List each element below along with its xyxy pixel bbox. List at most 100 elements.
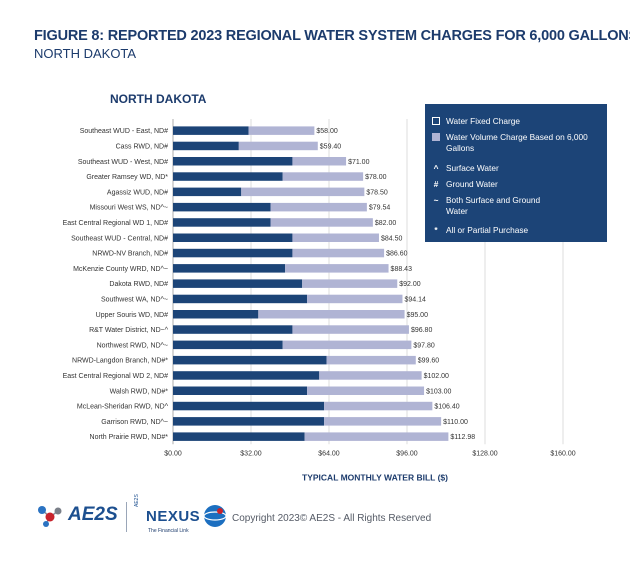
nexus-tagline: The Financial Link <box>148 528 189 534</box>
bar-fixed-charge <box>173 202 271 212</box>
bar-volume-charge <box>307 294 403 304</box>
category-label: North Prairie RWD, ND#* <box>90 434 169 441</box>
bar-total-label: $92.00 <box>399 281 421 288</box>
x-tick-label: $96.00 <box>396 450 418 457</box>
bar-total-label: $58.00 <box>316 128 338 135</box>
category-label: Southeast WUD - West, ND# <box>78 159 168 166</box>
legend-item-volume: Water Volume Charge Based on 6,000 Gallo… <box>432 132 592 153</box>
nexus-name: NEXUS <box>146 507 201 525</box>
bar-total-label: $95.00 <box>407 312 429 319</box>
bar-fixed-charge <box>173 264 286 273</box>
category-label: East Central Regional WD 2, ND# <box>63 373 169 380</box>
bar-volume-charge <box>292 248 385 258</box>
legend-item-ground: # Ground Water <box>432 179 498 190</box>
bar-volume-charge <box>292 157 347 166</box>
bar-total-label: $103.00 <box>426 388 451 395</box>
legend-symbol-both: ~ <box>433 195 439 205</box>
bar-volume-charge <box>258 310 405 319</box>
legend-symbol-ground: # <box>433 179 439 189</box>
bar-total-label: $78.00 <box>365 174 387 181</box>
bar-volume-charge <box>304 432 449 441</box>
x-tick-label: $64.00 <box>318 450 340 457</box>
copyright-text: Copyright 2023© AE2S - All Rights Reserv… <box>232 513 432 524</box>
bar-fixed-charge <box>173 325 293 334</box>
nexus-prefix: AE2S <box>134 494 140 507</box>
footer-divider <box>126 502 127 532</box>
category-label: Southeast WUD - East, ND# <box>80 128 168 135</box>
x-tick-label: $32.00 <box>240 450 262 457</box>
category-label: Agassiz WUD, ND# <box>107 189 168 196</box>
nexus-logo: AE2S NEXUS The Financial Link <box>134 494 227 534</box>
bar-fixed-charge <box>173 294 308 304</box>
chart-legend: Water Fixed Charge Water Volume Charge B… <box>425 104 607 242</box>
legend-item-both: ~ Both Surface and Ground Water <box>432 195 542 216</box>
chart-title: NORTH DAKOTA <box>110 92 207 106</box>
bar-volume-charge <box>326 355 416 365</box>
bar-fixed-charge <box>173 401 325 411</box>
bar-total-label: $86.60 <box>386 251 408 258</box>
bar-fixed-charge <box>173 218 271 227</box>
bar-fixed-charge <box>173 386 308 395</box>
category-label: McLean-Sheridan RWD, ND^ <box>77 404 169 411</box>
category-label: NRWD-Langdon Branch, ND#* <box>72 358 168 365</box>
bar-volume-charge <box>285 264 389 273</box>
bar-total-label: $79.54 <box>369 205 391 212</box>
bar-volume-charge <box>270 202 367 212</box>
bar-total-label: $112.98 <box>450 434 475 441</box>
category-label: NRWD-NV Branch, ND# <box>92 251 168 258</box>
bar-volume-charge <box>238 141 318 151</box>
bar-total-label: $94.14 <box>404 296 426 303</box>
legend-item-fixed: Water Fixed Charge <box>432 116 520 127</box>
bar-fixed-charge <box>173 248 293 258</box>
ae2s-logo: AE2S <box>34 502 118 528</box>
bar-volume-charge <box>282 340 412 350</box>
category-label: Southwest WA, ND^~ <box>101 296 168 303</box>
legend-swatch-fixed <box>432 117 440 125</box>
legend-item-surface: ^ Surface Water <box>432 163 499 174</box>
bar-fixed-charge <box>173 310 259 319</box>
bar-fixed-charge <box>173 172 283 181</box>
bar-fixed-charge <box>173 371 320 380</box>
bar-volume-charge <box>270 218 373 227</box>
category-label: Missouri West WS, ND^~ <box>90 205 168 212</box>
bar-total-label: $97.80 <box>413 342 435 349</box>
legend-symbol-surface: ^ <box>433 163 439 173</box>
figure-title: FIGURE 8: REPORTED 2023 REGIONAL WATER S… <box>34 28 630 44</box>
legend-item-purchase: * All or Partial Purchase <box>432 225 528 236</box>
category-label: Upper Souris WD, ND# <box>96 312 168 319</box>
bar-fixed-charge <box>173 157 293 166</box>
bar-total-label: $82.00 <box>375 220 397 227</box>
bar-total-label: $59.40 <box>320 143 342 150</box>
bar-volume-charge <box>302 279 398 288</box>
globe-icon <box>203 505 227 527</box>
bar-volume-charge <box>324 401 433 411</box>
molecule-icon <box>38 506 62 527</box>
legend-label-purchase: All or Partial Purchase <box>446 225 529 235</box>
legend-label-ground: Ground Water <box>446 179 498 189</box>
bar-fixed-charge <box>173 126 249 135</box>
bar-fixed-charge <box>173 233 293 242</box>
x-tick-label: $160.00 <box>550 450 575 457</box>
legend-label-fixed: Water Fixed Charge <box>446 116 520 126</box>
legend-label-volume: Water Volume Charge Based on 6,000 Gallo… <box>446 132 588 153</box>
category-label: Garrison RWD, ND^~ <box>101 419 168 426</box>
legend-label-both: Both Surface and Ground Water <box>446 195 541 216</box>
category-label: East Central Regional WD 1, ND# <box>63 220 169 227</box>
bar-fixed-charge <box>173 355 327 365</box>
bar-total-label: $71.00 <box>348 159 370 166</box>
bar-total-label: $88.43 <box>391 266 413 273</box>
category-label: Dakota RWD, ND# <box>109 281 168 288</box>
category-label: Cass RWD, ND# <box>116 143 168 150</box>
bar-total-label: $96.80 <box>411 327 433 334</box>
bar-total-label: $84.50 <box>381 235 403 242</box>
bar-volume-charge <box>248 126 315 135</box>
x-tick-label: $0.00 <box>164 450 182 457</box>
bar-fixed-charge <box>173 432 305 441</box>
bar-total-label: $110.00 <box>443 419 468 426</box>
bar-total-label: $106.40 <box>434 404 459 411</box>
bar-volume-charge <box>241 187 365 197</box>
bar-fixed-charge <box>173 279 303 288</box>
category-label: McKenzie County WRD, ND^~ <box>73 266 168 273</box>
category-label: Southeast WUD - Central, ND# <box>71 235 168 242</box>
ae2s-logo-text: AE2S <box>68 504 118 525</box>
